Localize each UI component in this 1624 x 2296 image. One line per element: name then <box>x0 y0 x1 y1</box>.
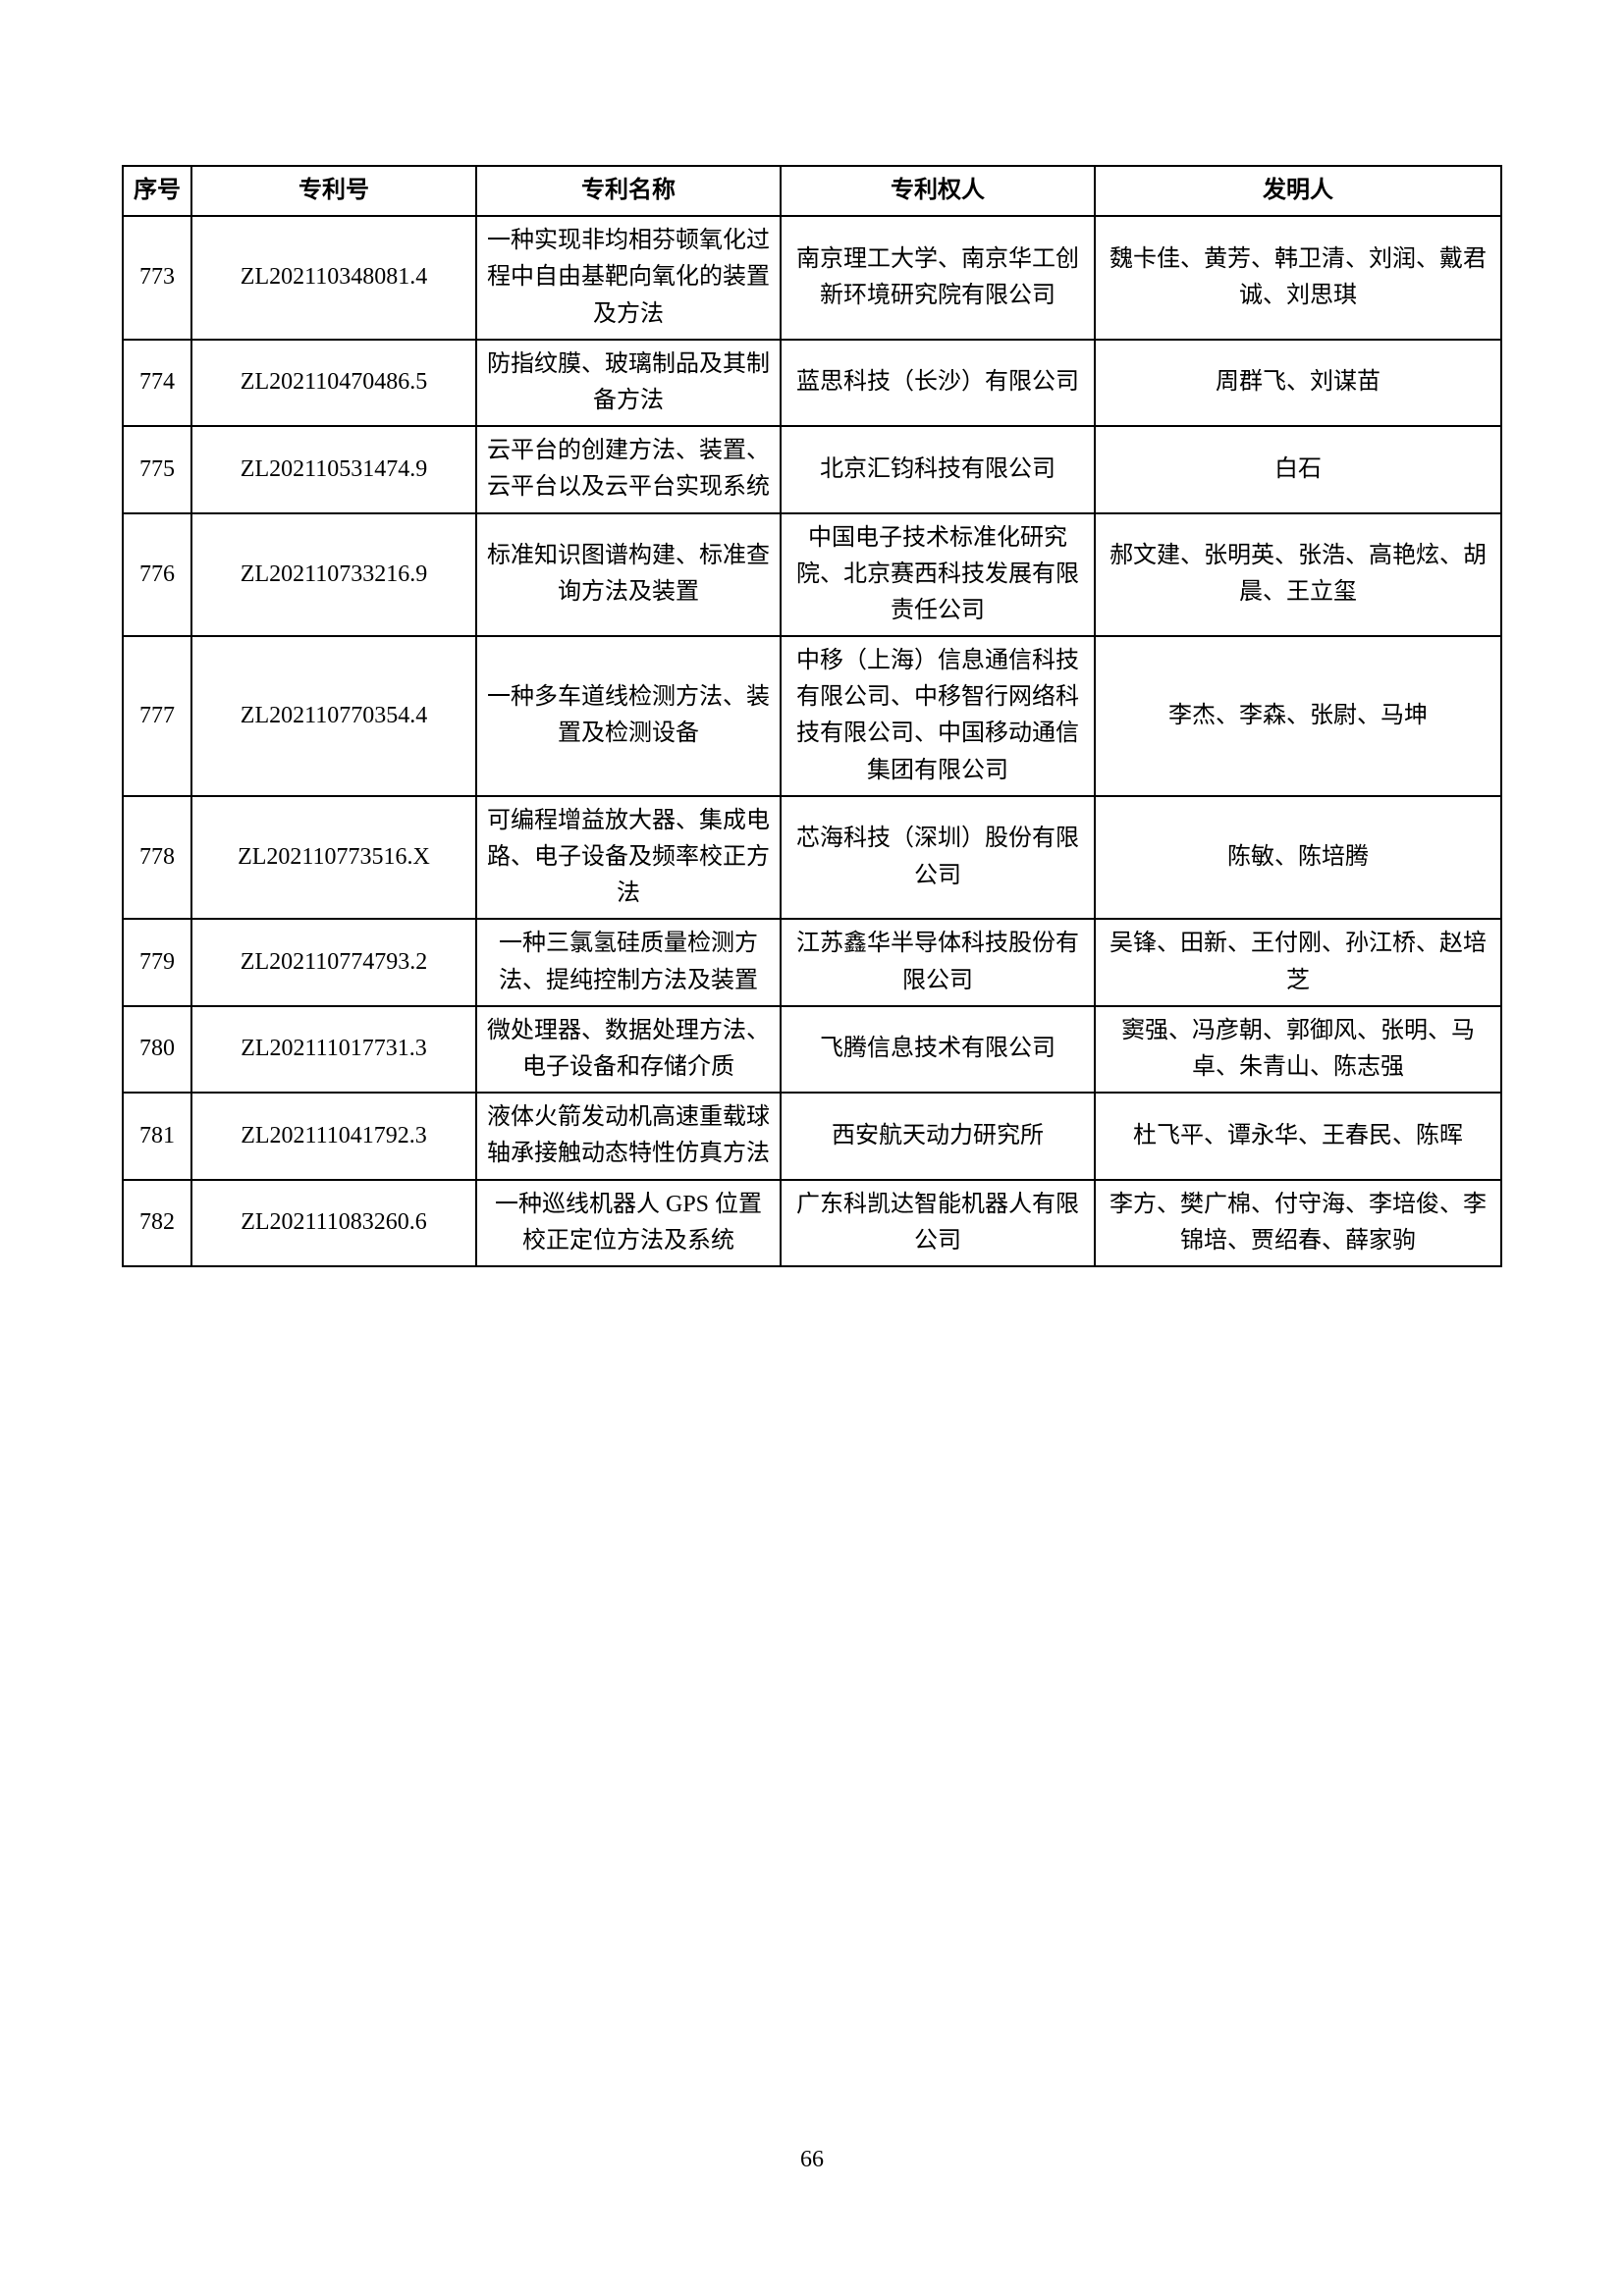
page-number: 66 <box>0 2147 1624 2173</box>
header-seq: 序号 <box>123 166 191 216</box>
cell-owner: 中移（上海）信息通信科技有限公司、中移智行网络科技有限公司、中国移动通信集团有限… <box>781 636 1095 796</box>
cell-patent-no: ZL202110733216.9 <box>191 513 476 637</box>
cell-patent-name: 一种实现非均相芬顿氧化过程中自由基靶向氧化的装置及方法 <box>476 216 781 340</box>
table-row: 779 ZL202110774793.2 一种三氯氢硅质量检测方法、提纯控制方法… <box>123 919 1501 1005</box>
table-header-row: 序号 专利号 专利名称 专利权人 发明人 <box>123 166 1501 216</box>
page-container: 序号 专利号 专利名称 专利权人 发明人 773 ZL202110348081.… <box>0 0 1624 1267</box>
cell-patent-name: 可编程增益放大器、集成电路、电子设备及频率校正方法 <box>476 796 781 920</box>
cell-inventor: 周群飞、刘谋苗 <box>1095 340 1501 426</box>
table-row: 774 ZL202110470486.5 防指纹膜、玻璃制品及其制备方法 蓝思科… <box>123 340 1501 426</box>
cell-seq: 776 <box>123 513 191 637</box>
table-row: 777 ZL202110770354.4 一种多车道线检测方法、装置及检测设备 … <box>123 636 1501 796</box>
header-patent-name: 专利名称 <box>476 166 781 216</box>
cell-seq: 774 <box>123 340 191 426</box>
header-patent-no: 专利号 <box>191 166 476 216</box>
cell-owner: 南京理工大学、南京华工创新环境研究院有限公司 <box>781 216 1095 340</box>
cell-seq: 775 <box>123 426 191 512</box>
cell-seq: 777 <box>123 636 191 796</box>
cell-owner: 北京汇钧科技有限公司 <box>781 426 1095 512</box>
cell-patent-no: ZL202110348081.4 <box>191 216 476 340</box>
header-owner: 专利权人 <box>781 166 1095 216</box>
cell-owner: 飞腾信息技术有限公司 <box>781 1006 1095 1093</box>
cell-patent-no: ZL202111083260.6 <box>191 1180 476 1266</box>
cell-patent-no: ZL202111041792.3 <box>191 1093 476 1179</box>
cell-owner: 芯海科技（深圳）股份有限公司 <box>781 796 1095 920</box>
cell-owner: 广东科凯达智能机器人有限公司 <box>781 1180 1095 1266</box>
cell-patent-no: ZL202110770354.4 <box>191 636 476 796</box>
cell-patent-name: 标准知识图谱构建、标准查询方法及装置 <box>476 513 781 637</box>
cell-inventor: 李杰、李森、张尉、马坤 <box>1095 636 1501 796</box>
table-row: 782 ZL202111083260.6 一种巡线机器人 GPS 位置校正定位方… <box>123 1180 1501 1266</box>
cell-owner: 西安航天动力研究所 <box>781 1093 1095 1179</box>
cell-inventor: 吴锋、田新、王付刚、孙江桥、赵培芝 <box>1095 919 1501 1005</box>
cell-patent-no: ZL202110531474.9 <box>191 426 476 512</box>
cell-seq: 781 <box>123 1093 191 1179</box>
table-row: 773 ZL202110348081.4 一种实现非均相芬顿氧化过程中自由基靶向… <box>123 216 1501 340</box>
cell-patent-no: ZL202110773516.X <box>191 796 476 920</box>
table-row: 775 ZL202110531474.9 云平台的创建方法、装置、云平台以及云平… <box>123 426 1501 512</box>
cell-seq: 773 <box>123 216 191 340</box>
cell-inventor: 郝文建、张明英、张浩、高艳炫、胡晨、王立玺 <box>1095 513 1501 637</box>
cell-patent-name: 微处理器、数据处理方法、电子设备和存储介质 <box>476 1006 781 1093</box>
patent-table: 序号 专利号 专利名称 专利权人 发明人 773 ZL202110348081.… <box>122 165 1502 1267</box>
cell-patent-name: 一种三氯氢硅质量检测方法、提纯控制方法及装置 <box>476 919 781 1005</box>
cell-inventor: 白石 <box>1095 426 1501 512</box>
cell-owner: 江苏鑫华半导体科技股份有限公司 <box>781 919 1095 1005</box>
cell-patent-name: 液体火箭发动机高速重载球轴承接触动态特性仿真方法 <box>476 1093 781 1179</box>
cell-patent-no: ZL202110774793.2 <box>191 919 476 1005</box>
cell-seq: 782 <box>123 1180 191 1266</box>
cell-seq: 780 <box>123 1006 191 1093</box>
header-inventor: 发明人 <box>1095 166 1501 216</box>
table-row: 780 ZL202111017731.3 微处理器、数据处理方法、电子设备和存储… <box>123 1006 1501 1093</box>
table-row: 776 ZL202110733216.9 标准知识图谱构建、标准查询方法及装置 … <box>123 513 1501 637</box>
cell-patent-name: 一种多车道线检测方法、装置及检测设备 <box>476 636 781 796</box>
cell-inventor: 杜飞平、谭永华、王春民、陈晖 <box>1095 1093 1501 1179</box>
cell-inventor: 陈敏、陈培腾 <box>1095 796 1501 920</box>
cell-patent-no: ZL202111017731.3 <box>191 1006 476 1093</box>
cell-seq: 778 <box>123 796 191 920</box>
cell-seq: 779 <box>123 919 191 1005</box>
cell-patent-name: 云平台的创建方法、装置、云平台以及云平台实现系统 <box>476 426 781 512</box>
cell-patent-name: 一种巡线机器人 GPS 位置校正定位方法及系统 <box>476 1180 781 1266</box>
cell-inventor: 窦强、冯彦朝、郭御风、张明、马卓、朱青山、陈志强 <box>1095 1006 1501 1093</box>
cell-inventor: 魏卡佳、黄芳、韩卫清、刘润、戴君诚、刘思琪 <box>1095 216 1501 340</box>
cell-owner: 蓝思科技（长沙）有限公司 <box>781 340 1095 426</box>
cell-inventor: 李方、樊广棉、付守海、李培俊、李锦培、贾绍春、薛家驹 <box>1095 1180 1501 1266</box>
table-row: 778 ZL202110773516.X 可编程增益放大器、集成电路、电子设备及… <box>123 796 1501 920</box>
table-body: 773 ZL202110348081.4 一种实现非均相芬顿氧化过程中自由基靶向… <box>123 216 1501 1266</box>
cell-patent-name: 防指纹膜、玻璃制品及其制备方法 <box>476 340 781 426</box>
cell-patent-no: ZL202110470486.5 <box>191 340 476 426</box>
cell-owner: 中国电子技术标准化研究院、北京赛西科技发展有限责任公司 <box>781 513 1095 637</box>
table-row: 781 ZL202111041792.3 液体火箭发动机高速重载球轴承接触动态特… <box>123 1093 1501 1179</box>
